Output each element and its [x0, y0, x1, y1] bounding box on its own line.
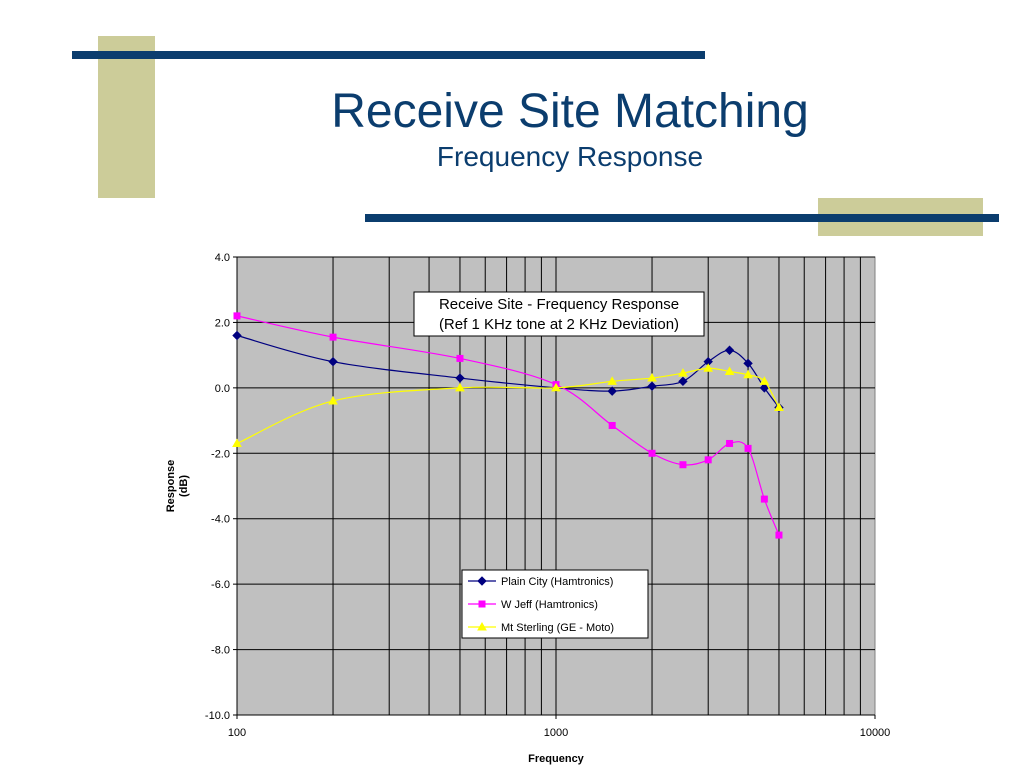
chart-title-line-1: Receive Site - Frequency Response	[439, 296, 679, 313]
y-axis-title-line-2: (dB)	[178, 475, 190, 497]
chart-title-line-2: (Ref 1 KHz tone at 2 KHz Deviation)	[439, 316, 679, 333]
slide-title: Receive Site Matching	[331, 85, 809, 138]
x-tick-label: 1000	[544, 727, 568, 739]
slide-subtitle: Frequency Response	[436, 141, 704, 172]
y-tick-label: -10.0	[205, 710, 230, 722]
data-point-mt-sterling-ge-moto	[774, 402, 784, 411]
data-point-plain-city-hamtronics	[724, 345, 735, 355]
x-tick-label: 100	[228, 727, 246, 739]
data-point-w-jeff-hamtronics	[608, 421, 616, 429]
legend-swatch-marker-plain-city-hamtronics	[477, 576, 487, 586]
decor-navy-bar-right	[365, 214, 999, 222]
data-point-w-jeff-hamtronics	[726, 439, 734, 447]
y-tick-label: -8.0	[211, 645, 230, 657]
x-tick-label: 10000	[860, 727, 891, 739]
y-axis-title-line-1: Response	[165, 460, 177, 513]
data-point-plain-city-hamtronics	[328, 356, 338, 367]
data-point-plain-city-hamtronics	[759, 383, 770, 393]
series-mt-sterling-ge-moto	[232, 363, 784, 447]
y-tick-label: -4.0	[211, 514, 230, 526]
data-point-plain-city-hamtronics	[647, 381, 657, 391]
data-point-w-jeff-hamtronics	[760, 495, 768, 503]
data-point-w-jeff-hamtronics	[744, 444, 752, 452]
series-layer	[232, 312, 784, 539]
y-tick-label: -6.0	[211, 579, 230, 591]
data-point-mt-sterling-ge-moto	[607, 376, 618, 385]
data-point-mt-sterling-ge-moto	[328, 395, 338, 405]
data-point-w-jeff-hamtronics	[329, 333, 337, 341]
data-point-mt-sterling-ge-moto	[232, 438, 242, 447]
data-point-mt-sterling-ge-moto	[678, 368, 688, 377]
data-point-plain-city-hamtronics	[743, 358, 753, 369]
legend: Plain City (Hamtronics) W Jeff (Hamtroni…	[461, 569, 649, 639]
data-point-plain-city-hamtronics	[607, 386, 617, 396]
series-w-jeff-hamtronics	[233, 312, 783, 539]
data-point-mt-sterling-ge-moto	[455, 382, 465, 392]
data-point-plain-city-hamtronics	[455, 373, 465, 383]
legend-swatch-marker-mt-sterling-ge-moto	[477, 621, 487, 631]
data-point-w-jeff-hamtronics	[775, 531, 783, 539]
data-point-w-jeff-hamtronics	[648, 449, 656, 457]
y-tick-label: -2.0	[211, 448, 230, 460]
data-point-plain-city-hamtronics	[232, 330, 242, 341]
data-point-mt-sterling-ge-moto	[647, 373, 657, 382]
legend-label-mt-sterling: Mt Sterling (GE - Moto)	[501, 622, 614, 634]
data-point-mt-sterling-ge-moto	[703, 363, 714, 372]
data-point-mt-sterling-ge-moto	[724, 366, 735, 375]
y-tick-label: 4.0	[215, 252, 230, 264]
data-point-w-jeff-hamtronics	[704, 456, 712, 464]
y-tick-label: 2.0	[215, 317, 230, 329]
data-point-plain-city-hamtronics	[678, 376, 688, 387]
legend-label-w-jeff: W Jeff (Hamtronics)	[501, 599, 598, 611]
data-point-w-jeff-hamtronics	[679, 461, 687, 469]
data-point-mt-sterling-ge-moto	[551, 382, 561, 392]
data-point-w-jeff-hamtronics	[456, 354, 464, 362]
data-point-w-jeff-hamtronics	[233, 312, 241, 320]
legend-items	[468, 576, 496, 631]
legend-swatch-marker-w-jeff-hamtronics	[478, 600, 486, 608]
decor-navy-bar-top	[72, 51, 705, 59]
y-tick-label: 0.0	[215, 383, 230, 395]
data-point-mt-sterling-ge-moto	[759, 376, 770, 385]
x-axis-title: Frequency	[528, 753, 585, 765]
data-point-mt-sterling-ge-moto	[743, 369, 753, 379]
chart-title-box	[413, 291, 705, 337]
decor-khaki-block-top-left	[98, 36, 155, 198]
legend-label-plain-city: Plain City (Hamtronics)	[501, 576, 613, 588]
